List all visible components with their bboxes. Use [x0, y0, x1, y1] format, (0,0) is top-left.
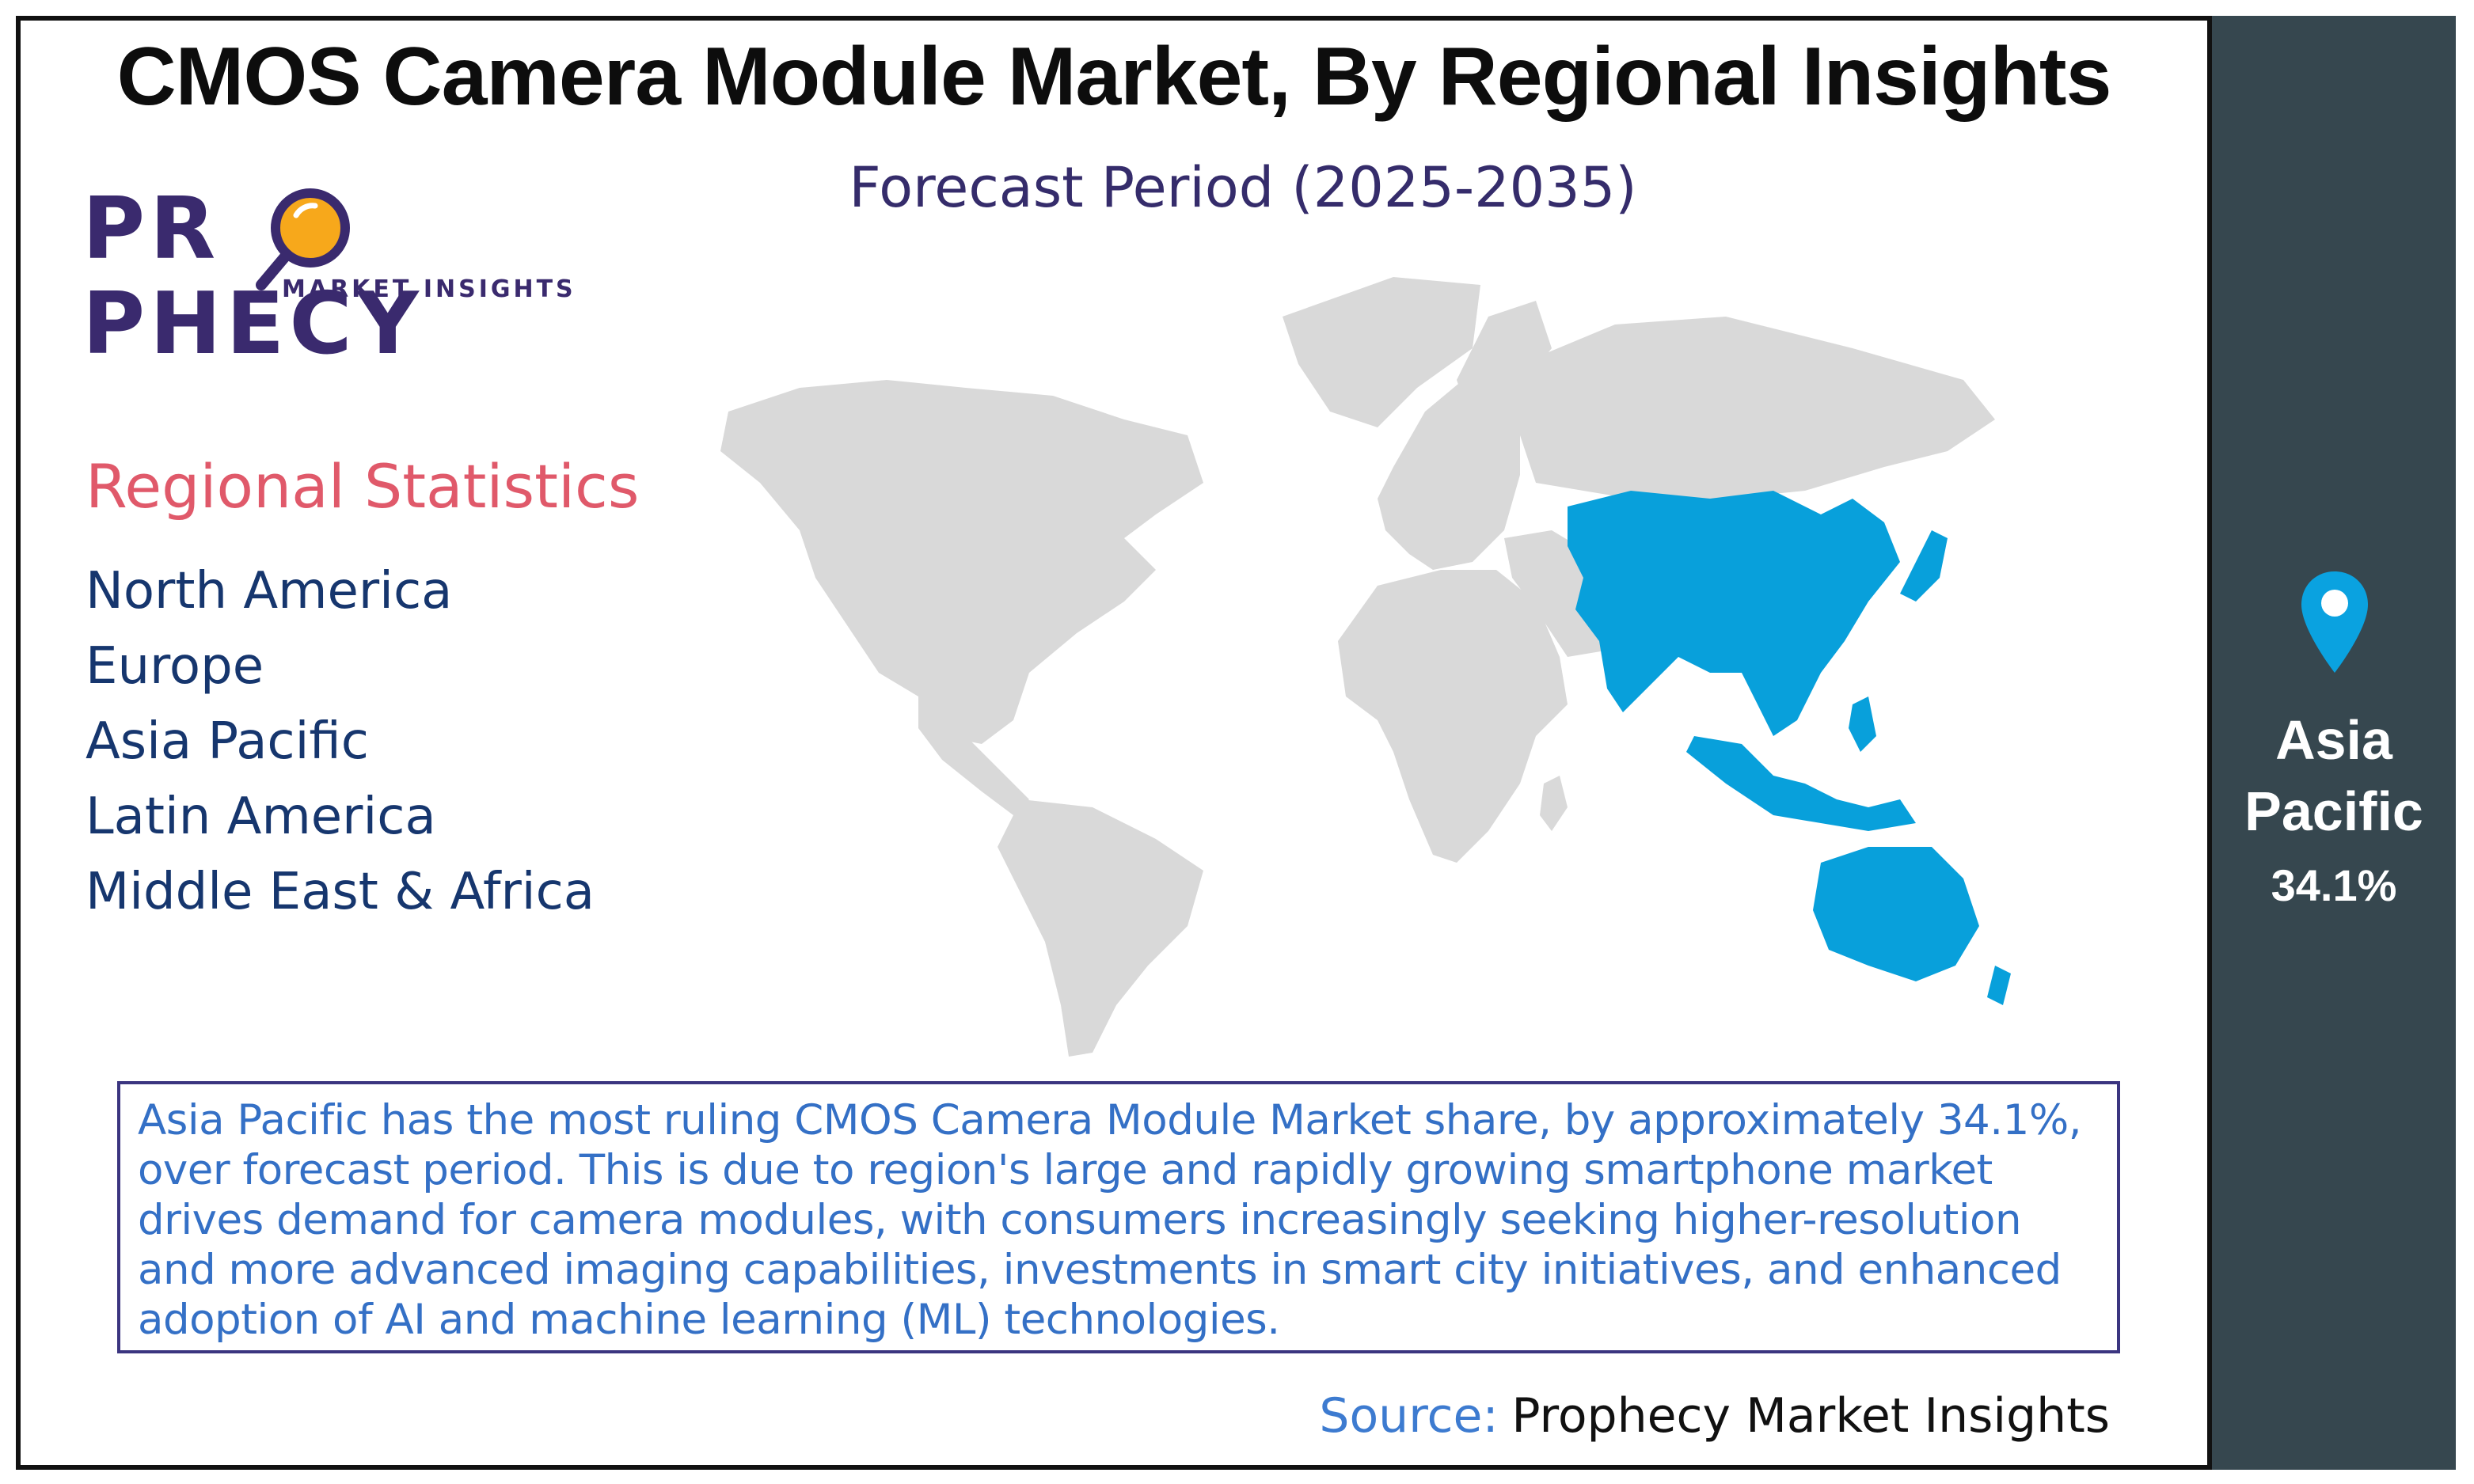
map-russia: [1520, 317, 1995, 499]
side-panel: [2212, 16, 2456, 1470]
map-scandinavia: [1457, 301, 1552, 435]
logo-wordmark: PRPHECY: [82, 182, 618, 372]
panel-region-line1: Asia: [2275, 709, 2392, 771]
logo-tagline: MARKET INSIGHTS: [282, 275, 576, 303]
logo-word-right: PHECY: [82, 275, 424, 374]
map-new-zealand: [1987, 966, 2011, 1005]
region-item-latin-america: Latin America: [86, 788, 436, 846]
page-title: CMOS Camera Module Market, By Regional I…: [116, 31, 2112, 123]
map-greenland: [1283, 277, 1480, 427]
location-pin-icon: [2301, 571, 2368, 673]
map-japan: [1900, 530, 1948, 602]
map-asia-pacific-mainland: [1568, 491, 1900, 736]
map-north-america: [720, 380, 1203, 744]
source-label: Source:: [1319, 1388, 1499, 1444]
logo-word-left: PR: [82, 180, 221, 279]
source-value: Prophecy Market Insights: [1511, 1388, 2110, 1444]
map-philippines: [1849, 696, 1876, 752]
insight-text-box: Asia Pacific has the most ruling CMOS Ca…: [117, 1081, 2120, 1353]
region-item-middle-east-africa: Middle East & Africa: [86, 863, 595, 921]
panel-region-label: Asia Pacific: [2212, 704, 2456, 847]
regional-statistics-heading: Regional Statistics: [86, 451, 640, 522]
map-central-america: [918, 696, 1029, 815]
magnifier-icon: [256, 188, 350, 290]
region-item-asia-pacific: Asia Pacific: [86, 712, 369, 771]
map-south-america: [998, 799, 1203, 1057]
map-africa: [1338, 570, 1568, 863]
prophecy-logo: PRPHECY MARKET INSIGHTS: [79, 182, 618, 372]
source-line: Source: Prophecy Market Insights: [1319, 1388, 2110, 1444]
map-madagascar: [1540, 776, 1568, 831]
page-subtitle: Forecast Period (2025-2035): [849, 155, 1637, 220]
map-australia: [1813, 847, 1979, 981]
panel-region-line2: Pacific: [2244, 780, 2423, 842]
panel-share-value: 34.1%: [2271, 860, 2397, 910]
insight-text: Asia Pacific has the most ruling CMOS Ca…: [138, 1096, 2082, 1344]
world-map: [720, 277, 2011, 1057]
map-southeast-asia-islands: [1686, 736, 1916, 831]
region-item-europe: Europe: [86, 637, 264, 696]
region-list: North America Europe Asia Pacific Latin …: [86, 554, 595, 930]
region-item-north-america: North America: [86, 562, 453, 621]
